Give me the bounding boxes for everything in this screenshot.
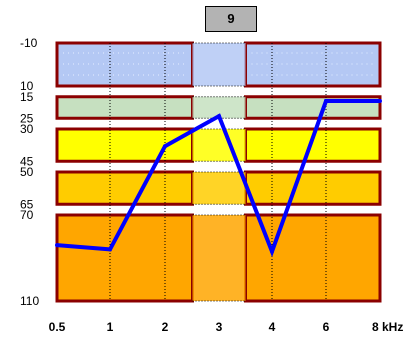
- y-tick-label: 15: [20, 90, 34, 104]
- x-tick-label: 0.5: [49, 320, 66, 334]
- y-tick-label: -10: [20, 36, 38, 50]
- x-tick-label: 8 kHz: [372, 320, 403, 334]
- data-point-0-1: [108, 247, 112, 252]
- y-tick-label: 110: [20, 294, 39, 308]
- band-mid-1: [192, 96, 246, 119]
- y-tick-label: 65: [20, 197, 34, 211]
- data-point-0-6: [378, 99, 382, 104]
- y-tick-label: 25: [20, 111, 34, 125]
- band-left-1: [55, 95, 194, 120]
- x-tick-label: 1: [107, 320, 114, 334]
- data-point-0-5: [324, 99, 328, 104]
- series-layer: [55, 99, 382, 258]
- band-mid-4: [192, 215, 246, 301]
- data-point-0-3: [217, 114, 221, 119]
- band-right-0: [244, 41, 382, 88]
- band-left-2: [55, 127, 194, 163]
- band-right-3: [244, 170, 382, 206]
- y-tick-label: 30: [20, 122, 34, 136]
- band-layer: [55, 41, 382, 303]
- x-tick-label: 6: [323, 320, 330, 334]
- data-point-0-4: [270, 249, 274, 254]
- band-mid-3: [192, 172, 246, 205]
- y-tick-label: 70: [20, 208, 34, 222]
- data-point-0-2: [163, 144, 167, 149]
- y-tick-label: 10: [20, 79, 34, 93]
- y-tick-label: 50: [20, 165, 34, 179]
- x-tick-label: 3: [216, 320, 223, 334]
- data-point-0-0: [55, 243, 59, 248]
- x-tick-label: 2: [162, 320, 169, 334]
- band-left-4: [55, 213, 194, 303]
- band-mid-2: [192, 129, 246, 162]
- band-mid-0: [192, 43, 246, 86]
- y-tick-label: 45: [20, 154, 34, 168]
- x-tick-label: 4: [269, 320, 276, 334]
- x-axis: 0.5 1 2 3 4 6 8 kHz: [49, 320, 404, 334]
- band-left-3: [55, 170, 194, 206]
- frequency-badge: 9: [205, 6, 257, 32]
- band-left-0: [55, 41, 194, 88]
- grid-layer: [109, 42, 327, 302]
- band-right-4: [244, 213, 382, 303]
